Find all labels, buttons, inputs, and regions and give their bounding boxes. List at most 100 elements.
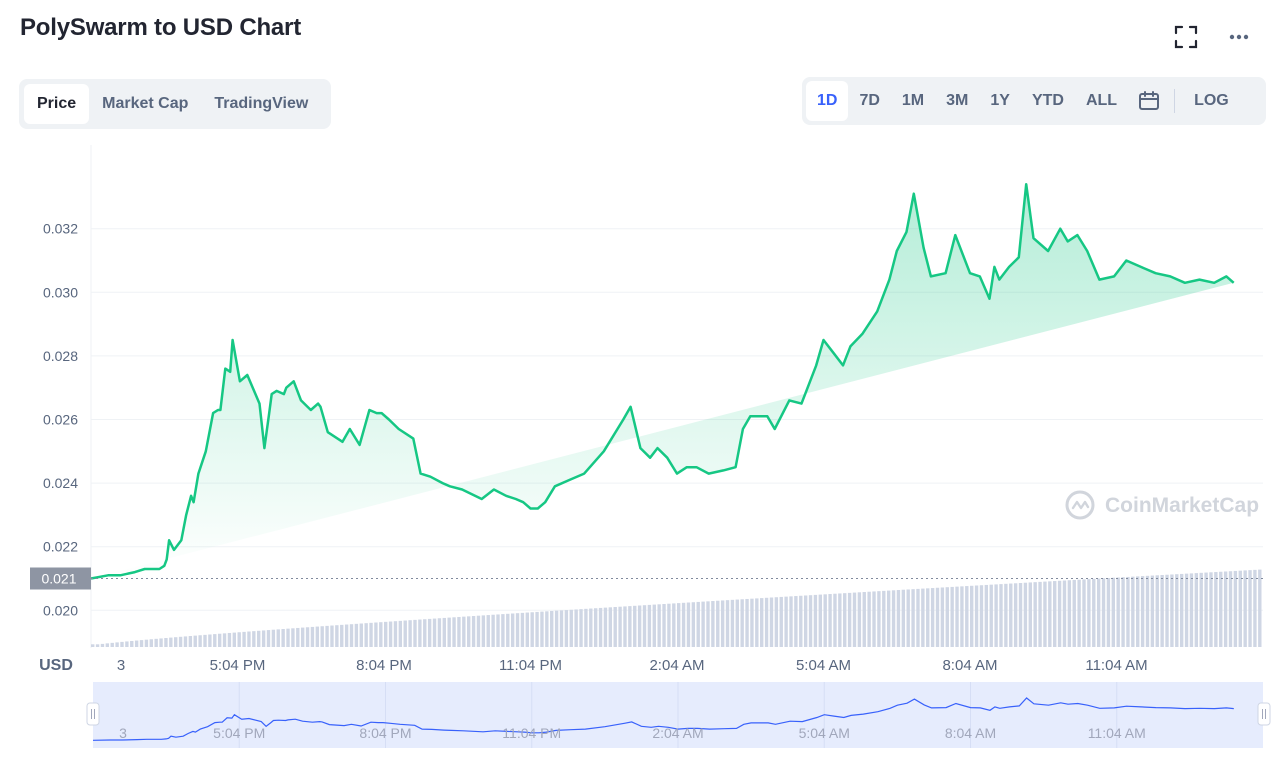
- range-1m[interactable]: 1M: [901, 92, 925, 109]
- volume-bar: [491, 614, 495, 647]
- range-7d[interactable]: 7D: [859, 92, 880, 109]
- range-divider: [1174, 89, 1176, 113]
- volume-bar: [760, 598, 764, 647]
- y-tick-label: 0.026: [43, 412, 78, 428]
- x-tick-label: 5:04 AM: [796, 657, 851, 674]
- volume-bar: [681, 602, 686, 647]
- volume-bar: [374, 622, 378, 647]
- volume-bar: [657, 604, 661, 647]
- volume-bar: [271, 629, 276, 647]
- range-3m[interactable]: 3M: [946, 92, 969, 109]
- volume-bar: [442, 617, 446, 647]
- volume-bar: [193, 635, 197, 647]
- volume-bar: [774, 597, 779, 647]
- volume-bar: [921, 588, 925, 647]
- volume-bar: [315, 626, 320, 647]
- page-title: PolySwarm to USD Chart: [20, 14, 301, 41]
- tab-market-cap[interactable]: Market Cap: [102, 95, 189, 112]
- volume-bar: [427, 618, 432, 647]
- range-all[interactable]: ALL: [1085, 92, 1118, 109]
- volume-bar: [281, 629, 285, 647]
- volume-bar: [344, 624, 349, 647]
- volume-bar: [740, 599, 744, 647]
- volume-bar: [471, 616, 476, 647]
- volume-bar: [496, 614, 500, 647]
- volume-bar: [989, 584, 993, 647]
- volume-bar: [149, 639, 153, 647]
- volume-bar: [852, 592, 857, 647]
- range-1y[interactable]: 1Y: [990, 92, 1010, 109]
- volume-bar: [1160, 575, 1164, 647]
- volume-bar: [779, 596, 783, 647]
- volume-bar: [379, 622, 383, 647]
- navigator-right-handle[interactable]: [1257, 702, 1271, 726]
- log-scale-toggle[interactable]: LOG: [1194, 92, 1229, 109]
- tab-price[interactable]: Price: [24, 84, 90, 124]
- volume-bar: [613, 607, 617, 647]
- volume-bar: [120, 641, 124, 647]
- chart-type-tabs: Price Market Cap TradingView: [19, 79, 331, 129]
- volume-bar: [1009, 583, 1013, 647]
- volume-bar: [930, 588, 935, 647]
- volume-bar: [1023, 582, 1028, 647]
- calendar-icon[interactable]: [1128, 81, 1170, 121]
- volume-bar: [1223, 571, 1228, 647]
- volume-bar: [813, 594, 818, 647]
- volume-bar: [257, 630, 261, 647]
- fullscreen-icon[interactable]: [1171, 22, 1201, 52]
- volume-bar: [940, 587, 945, 647]
- volume-bar: [1253, 569, 1257, 647]
- volume-bar: [935, 587, 940, 647]
- volume-bar: [232, 632, 236, 647]
- volume-bar: [208, 634, 212, 647]
- volume-bar: [559, 610, 564, 647]
- volume-bar: [310, 626, 315, 647]
- navigator-label: 8:04 PM: [359, 725, 411, 741]
- volume-bar: [340, 624, 344, 647]
- volume-bar: [447, 617, 451, 647]
- y-tick-label: 0.024: [43, 475, 78, 491]
- volume-bar: [764, 597, 769, 647]
- volume-bar: [1062, 580, 1067, 647]
- volume-bar: [1184, 573, 1189, 647]
- range-1d[interactable]: 1D: [806, 81, 849, 121]
- volume-bar: [144, 639, 149, 647]
- volume-bar: [530, 612, 534, 647]
- more-dots-icon[interactable]: [1225, 22, 1255, 52]
- tab-tradingview[interactable]: TradingView: [214, 95, 309, 112]
- price-series-line: [90, 182, 1235, 580]
- volume-bar: [159, 638, 163, 647]
- x-tick-label: 8:04 PM: [356, 657, 412, 674]
- navigator[interactable]: 3 5:04 PM 8:04 PM 11:04 PM 2:04 AM 5:04 AM 8:0…: [86, 682, 1271, 748]
- navigator-label: 3: [119, 725, 127, 741]
- volume-bar: [486, 615, 490, 647]
- volume-bar: [1033, 582, 1037, 647]
- volume-bar: [252, 631, 256, 647]
- volume-bar: [672, 603, 676, 647]
- volume-bar: [735, 599, 739, 647]
- volume-bar: [955, 586, 959, 647]
- volume-bar: [1057, 580, 1062, 647]
- volume-bar: [677, 603, 681, 647]
- volume-bar: [198, 635, 202, 647]
- volume-bar: [579, 609, 583, 647]
- navigator-label: 11:04 AM: [1088, 725, 1146, 741]
- volume-bar: [906, 589, 910, 647]
- volume-bar: [1087, 579, 1091, 647]
- price-area-fill: [91, 184, 1234, 579]
- navigator-left-handle[interactable]: [86, 702, 100, 726]
- volume-bar: [354, 623, 359, 647]
- volume-bar: [1204, 572, 1208, 647]
- volume-bar: [803, 595, 808, 647]
- volume-bar: [628, 606, 632, 647]
- volume-bar: [100, 643, 105, 647]
- x-tick-label: 2:04 AM: [649, 657, 704, 674]
- volume-bar: [335, 625, 339, 647]
- volume-bar: [261, 630, 266, 647]
- volume-bar: [828, 594, 832, 647]
- volume-bar: [154, 638, 158, 647]
- volume-bar: [1018, 582, 1023, 647]
- volume-bar: [1248, 570, 1252, 647]
- range-ytd[interactable]: YTD: [1031, 92, 1064, 109]
